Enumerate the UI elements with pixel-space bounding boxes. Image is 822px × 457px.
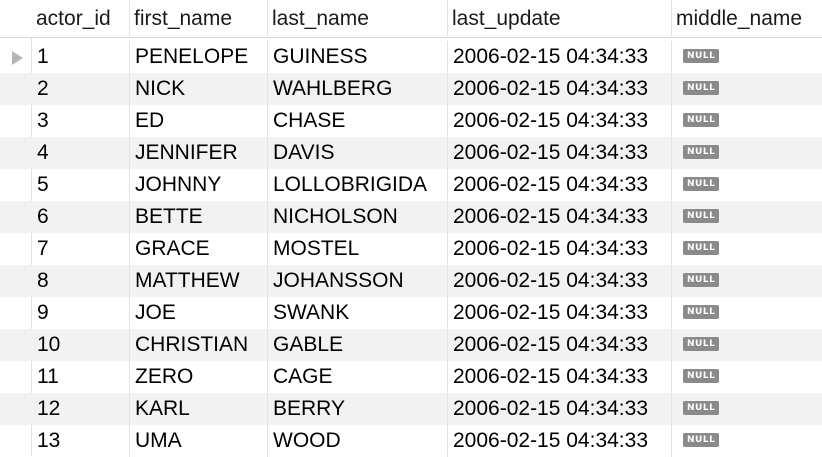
null-badge: NULL (683, 80, 720, 95)
table-row[interactable]: 3 ED CHASE 2006-02-15 04:34:33 NULL (0, 105, 822, 137)
cell-first-name[interactable]: MATTHEW (130, 265, 268, 297)
table-row[interactable]: 8 MATTHEW JOHANSSON 2006-02-15 04:34:33 NULL (0, 265, 822, 297)
column-header-middle-name[interactable]: middle_name (676, 7, 803, 30)
cell-last-update[interactable]: 2006-02-15 04:34:33 (448, 329, 672, 361)
cell-first-name[interactable]: PENELOPE (130, 41, 268, 73)
cell-last-update[interactable]: 2006-02-15 04:34:33 (448, 297, 672, 329)
null-badge: NULL (683, 144, 720, 159)
cell-last-name[interactable]: LOLLOBRIGIDA (268, 169, 448, 201)
cell-last-update[interactable]: 2006-02-15 04:34:33 (448, 233, 672, 265)
cell-middle-name[interactable]: NULL (672, 297, 822, 329)
cell-first-name[interactable]: JENNIFER (130, 137, 268, 169)
table-row[interactable]: 13 UMA WOOD 2006-02-15 04:34:33 NULL (0, 425, 822, 457)
cell-last-update[interactable]: 2006-02-15 04:34:33 (448, 41, 672, 73)
cell-actor-id[interactable]: 4 (32, 137, 130, 169)
cell-first-name[interactable]: ZERO (130, 361, 268, 393)
cell-middle-name[interactable]: NULL (672, 169, 822, 201)
cell-middle-name[interactable]: NULL (672, 425, 822, 457)
null-badge: NULL (683, 112, 720, 127)
cell-first-name[interactable]: CHRISTIAN (130, 329, 268, 361)
null-badge: NULL (683, 368, 720, 383)
table-row[interactable]: 12 KARL BERRY 2006-02-15 04:34:33 NULL (0, 393, 822, 425)
cell-last-update[interactable]: 2006-02-15 04:34:33 (448, 393, 672, 425)
cell-actor-id[interactable]: 6 (32, 201, 130, 233)
column-header-last-update[interactable]: last_update (448, 0, 672, 38)
cell-actor-id[interactable]: 5 (32, 169, 130, 201)
cell-first-name[interactable]: ED (130, 105, 268, 137)
cell-actor-id[interactable]: 9 (32, 297, 130, 329)
cell-actor-id[interactable]: 10 (32, 329, 130, 361)
cell-last-name[interactable]: GUINESS (268, 41, 448, 73)
column-header-first-name[interactable]: first_name (130, 0, 268, 38)
null-badge: NULL (683, 400, 720, 415)
cell-last-name[interactable]: BERRY (268, 393, 448, 425)
column-header-actor-id[interactable]: actor_id (32, 0, 130, 38)
cell-actor-id[interactable]: 2 (32, 73, 130, 105)
cell-last-name[interactable]: CAGE (268, 361, 448, 393)
table-row[interactable]: 2 NICK WAHLBERG 2006-02-15 04:34:33 NULL (0, 73, 822, 105)
cell-last-update[interactable]: 2006-02-15 04:34:33 (448, 137, 672, 169)
cell-actor-id[interactable]: 3 (32, 105, 130, 137)
cell-last-update[interactable]: 2006-02-15 04:34:33 (448, 201, 672, 233)
cell-middle-name[interactable]: NULL (672, 201, 822, 233)
cell-last-name[interactable]: JOHANSSON (268, 265, 448, 297)
cell-first-name[interactable]: JOE (130, 297, 268, 329)
cell-last-name[interactable]: CHASE (268, 105, 448, 137)
cell-last-name[interactable]: WOOD (268, 425, 448, 457)
cell-last-update[interactable]: 2006-02-15 04:34:33 (448, 265, 672, 297)
null-badge: NULL (683, 336, 720, 351)
cell-last-name[interactable]: DAVIS (268, 137, 448, 169)
cell-actor-id[interactable]: 1 (32, 41, 130, 73)
cell-last-update[interactable]: 2006-02-15 04:34:33 (448, 169, 672, 201)
cell-actor-id[interactable]: 8 (32, 265, 130, 297)
cell-first-name[interactable]: GRACE (130, 233, 268, 265)
cell-middle-name[interactable]: NULL (672, 137, 822, 169)
table-row[interactable]: 1 PENELOPE GUINESS 2006-02-15 04:34:33 NULL (0, 41, 822, 73)
cell-actor-id[interactable]: 7 (32, 233, 130, 265)
cell-last-update[interactable]: 2006-02-15 04:34:33 (448, 361, 672, 393)
null-badge: NULL (683, 272, 720, 287)
null-badge: NULL (683, 176, 720, 191)
column-header-last-name[interactable]: last_name (268, 0, 448, 38)
table-row[interactable]: 7 GRACE MOSTEL 2006-02-15 04:34:33 NULL (0, 233, 822, 265)
table-row[interactable]: 9 JOE SWANK 2006-02-15 04:34:33 NULL (0, 297, 822, 329)
table-row[interactable]: 4 JENNIFER DAVIS 2006-02-15 04:34:33 NULL (0, 137, 822, 169)
row-pointer-icon (12, 51, 23, 65)
cell-last-name[interactable]: GABLE (268, 329, 448, 361)
cell-first-name[interactable]: KARL (130, 393, 268, 425)
cell-middle-name[interactable]: NULL (672, 233, 822, 265)
cell-last-name[interactable]: NICHOLSON (268, 201, 448, 233)
cell-first-name[interactable]: BETTE (130, 201, 268, 233)
cell-middle-name[interactable]: NULL (672, 73, 822, 105)
cell-first-name[interactable]: UMA (130, 425, 268, 457)
cell-first-name[interactable]: JOHNNY (130, 169, 268, 201)
cell-middle-name[interactable]: NULL (672, 265, 822, 297)
cell-middle-name[interactable]: NULL (672, 105, 822, 137)
cell-actor-id[interactable]: 13 (32, 425, 130, 457)
null-badge: NULL (683, 48, 720, 63)
cell-middle-name[interactable]: NULL (672, 393, 822, 425)
cell-middle-name[interactable]: NULL (672, 329, 822, 361)
cell-first-name[interactable]: NICK (130, 73, 268, 105)
cell-last-name[interactable]: WAHLBERG (268, 73, 448, 105)
grid-header: actor_id first_name last_name last_updat… (0, 0, 822, 38)
cell-middle-name[interactable]: NULL (672, 361, 822, 393)
table-row[interactable]: 6 BETTE NICHOLSON 2006-02-15 04:34:33 NULL (0, 201, 822, 233)
cell-actor-id[interactable]: 12 (32, 393, 130, 425)
cell-actor-id[interactable]: 11 (32, 361, 130, 393)
cell-last-update[interactable]: 2006-02-15 04:34:33 (448, 425, 672, 457)
null-badge: NULL (683, 208, 720, 223)
cell-middle-name[interactable]: NULL (672, 41, 822, 73)
null-badge: NULL (683, 304, 720, 319)
cell-last-name[interactable]: SWANK (268, 297, 448, 329)
cell-last-update[interactable]: 2006-02-15 04:34:33 (448, 105, 672, 137)
table-row[interactable]: 10 CHRISTIAN GABLE 2006-02-15 04:34:33 NULL (0, 329, 822, 361)
table-row[interactable]: 5 JOHNNY LOLLOBRIGIDA 2006-02-15 04:34:33 NU… (0, 169, 822, 201)
cell-last-name[interactable]: MOSTEL (268, 233, 448, 265)
table-row[interactable]: 11 ZERO CAGE 2006-02-15 04:34:33 NULL (0, 361, 822, 393)
null-badge: NULL (683, 432, 720, 447)
cell-last-update[interactable]: 2006-02-15 04:34:33 (448, 73, 672, 105)
null-badge: NULL (683, 240, 720, 255)
